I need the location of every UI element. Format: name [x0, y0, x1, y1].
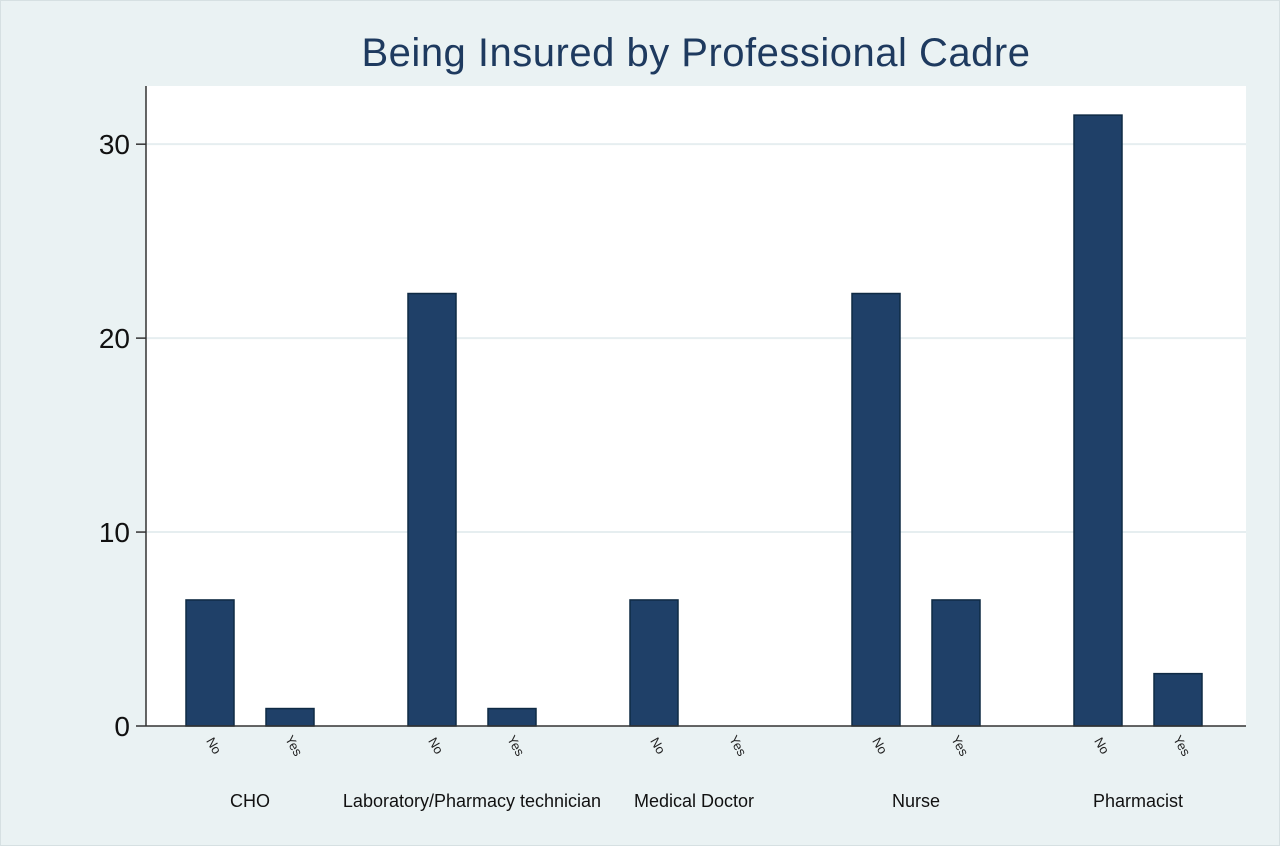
bar: [265, 707, 315, 727]
plot-area: [146, 86, 1246, 726]
bar-category-label: Yes: [1170, 733, 1194, 759]
y-axis: 0 10 20 30: [99, 86, 147, 742]
bars: [185, 114, 1203, 727]
chart-title: Being Insured by Professional Cadre: [361, 31, 1031, 75]
group-label: Pharmacist: [1093, 791, 1183, 811]
bar: [185, 599, 235, 727]
gridlines: [146, 143, 1246, 534]
bar: [931, 599, 981, 727]
bar-category-label: No: [1091, 735, 1112, 757]
bar: [851, 292, 901, 727]
group-label: Nurse: [892, 791, 940, 811]
bar-category-label: Yes: [726, 733, 750, 759]
y-tick-label: 0: [114, 711, 130, 742]
bar: [629, 599, 679, 727]
group-label: Medical Doctor: [634, 791, 754, 811]
bar: [407, 292, 457, 727]
bar-category-label: Yes: [948, 733, 972, 759]
bar-category-label: No: [203, 735, 224, 757]
bar: [1073, 114, 1123, 727]
y-tick-label: 30: [99, 129, 130, 160]
bar-category-label: Yes: [282, 733, 306, 759]
y-tick-label: 10: [99, 517, 130, 548]
y-tick-label: 20: [99, 323, 130, 354]
bar-category-label: No: [425, 735, 446, 757]
bar: [487, 707, 537, 727]
x-axis: No Yes CHO No Yes Laboratory/Pharmacy technic…: [146, 725, 1246, 811]
bar-category-label: No: [647, 735, 668, 757]
bar: [1153, 672, 1203, 727]
bar-category-label: No: [869, 735, 890, 757]
group-label: CHO: [230, 791, 270, 811]
group-label: Laboratory/Pharmacy technician: [343, 791, 601, 811]
bar-category-label: Yes: [504, 733, 528, 759]
